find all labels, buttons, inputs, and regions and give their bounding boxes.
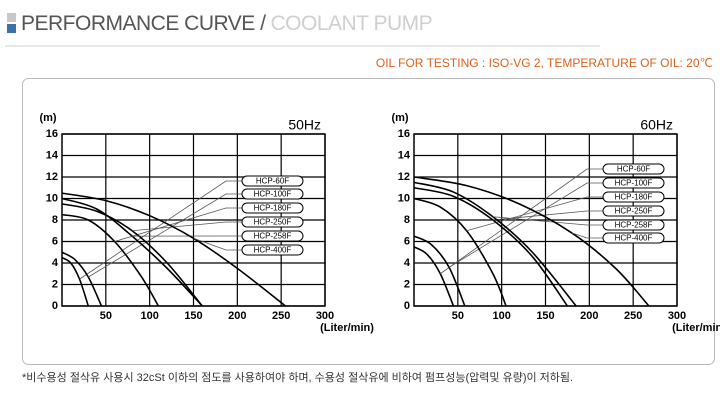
leader-line: [467, 197, 603, 231]
y-tick-label: 12: [46, 171, 58, 183]
x-tick-label: 200: [228, 310, 246, 322]
x-tick-label: 250: [272, 310, 290, 322]
x-tick-label: 100: [140, 310, 158, 322]
y-tick-label: 2: [52, 278, 58, 290]
performance-curve: [414, 199, 506, 307]
y-tick-label: 6: [52, 235, 58, 247]
x-tick-label: 150: [184, 310, 202, 322]
leader-line: [194, 238, 243, 250]
legend-label: HCP-400F: [615, 234, 653, 243]
page-title: PERFORMANCE CURVE /COOLANT PUMP: [21, 12, 432, 35]
x-tick-label: 200: [580, 310, 598, 322]
y-tick-label: 14: [46, 149, 59, 161]
x-tick-label: 50: [100, 310, 112, 322]
y-axis-label: (m): [39, 112, 56, 124]
leader-line: [449, 183, 603, 267]
legend-label: HCP-180F: [615, 193, 653, 202]
title-sub: COOLANT PUMP: [270, 12, 432, 35]
legend-label: HCP-400F: [254, 246, 292, 255]
performance-curve: [414, 247, 453, 306]
performance-curve: [62, 258, 88, 306]
legend-label: HCP-258F: [615, 221, 653, 230]
title-main: PERFORMANCE CURVE /: [21, 12, 266, 35]
y-tick-label: 6: [404, 235, 410, 247]
x-axis-label: (Liter/min): [320, 322, 374, 334]
x-tick-label: 300: [316, 310, 334, 322]
y-tick-label: 10: [398, 192, 410, 204]
x-axis-label: (Liter/min): [672, 322, 720, 334]
y-tick-label: 16: [398, 128, 410, 140]
leader-line: [88, 194, 242, 277]
y-tick-label: 8: [52, 214, 58, 226]
icon: [7, 13, 16, 22]
legend-label: HCP-100F: [254, 190, 292, 199]
y-tick-label: 2: [404, 278, 410, 290]
x-tick-label: 250: [624, 310, 642, 322]
chart-title: 50Hz: [288, 117, 321, 133]
footnote: *비수용성 절삭유 사용시 32cSt 이하의 점도를 사용하여야 하며, 수용…: [22, 370, 573, 384]
test-note: OIL FOR TESTING : ISO-VG 2, TEMPERATURE …: [376, 56, 713, 70]
legend-label: HCP-60F: [256, 177, 289, 186]
legend-label: HCP-250F: [615, 207, 653, 216]
x-tick-label: 100: [492, 310, 510, 322]
x-tick-label: 50: [452, 310, 464, 322]
legend-label: HCP-250F: [254, 218, 292, 227]
leader-line: [132, 222, 242, 231]
chart-title: 60Hz: [640, 117, 673, 133]
y-tick-label: 16: [46, 128, 58, 140]
legend-label: HCP-60F: [617, 165, 650, 174]
y-axis-label: (m): [391, 112, 408, 124]
y-tick-label: 4: [404, 257, 411, 269]
y-tick-label: 12: [398, 171, 410, 183]
legend-label: HCP-180F: [254, 204, 292, 213]
x-tick-label: 300: [668, 310, 686, 322]
y-tick-label: 0: [52, 300, 58, 312]
legend-label: HCP-258F: [254, 232, 292, 241]
performance-curve: [414, 182, 576, 306]
y-tick-label: 10: [46, 192, 58, 204]
icon: [7, 24, 16, 33]
y-tick-label: 0: [404, 300, 410, 312]
x-tick-label: 150: [536, 310, 554, 322]
y-tick-label: 14: [398, 149, 411, 161]
y-tick-label: 8: [404, 214, 410, 226]
legend-label: HCP-100F: [615, 179, 653, 188]
y-tick-label: 4: [52, 257, 59, 269]
